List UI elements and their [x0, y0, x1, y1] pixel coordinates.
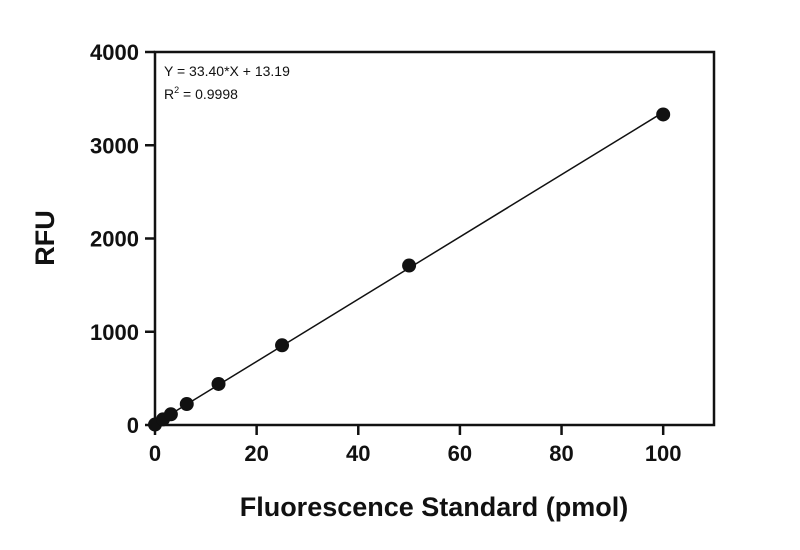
r-squared: R2 = 0.9998: [164, 85, 238, 102]
y-tick-label: 0: [127, 413, 139, 438]
x-axis-title: Fluorescence Standard (pmol): [240, 492, 629, 522]
y-tick-label: 3000: [90, 133, 139, 158]
x-tick-label: 60: [448, 441, 472, 466]
x-tick-label: 100: [645, 441, 682, 466]
x-tick-label: 80: [549, 441, 573, 466]
data-point: [656, 107, 671, 122]
plot-border: [153, 50, 716, 427]
data-point: [402, 258, 417, 273]
x-tick-label: 20: [244, 441, 268, 466]
fit-equation: Y = 33.40*X + 13.19: [164, 63, 290, 79]
x-tick-label: 0: [149, 441, 161, 466]
y-axis: 0 1000 2000 3000 4000: [90, 40, 155, 438]
x-tick-label: 40: [346, 441, 370, 466]
y-tick-label: 1000: [90, 320, 139, 345]
x-axis: 0 20 40 60 80 100: [149, 425, 682, 466]
data-point: [179, 397, 194, 412]
plot-frame: [153, 50, 716, 427]
data-point: [163, 407, 178, 422]
y-tick-label: 4000: [90, 40, 139, 65]
r-squared-prefix: R: [164, 86, 174, 102]
r-squared-superscript: 2: [174, 85, 179, 95]
data-point: [275, 338, 290, 353]
data-point: [211, 376, 226, 391]
y-tick-label: 2000: [90, 227, 139, 252]
data-points: [148, 107, 671, 432]
r-squared-value: = 0.9998: [179, 86, 238, 102]
y-axis-title: RFU: [30, 210, 60, 266]
